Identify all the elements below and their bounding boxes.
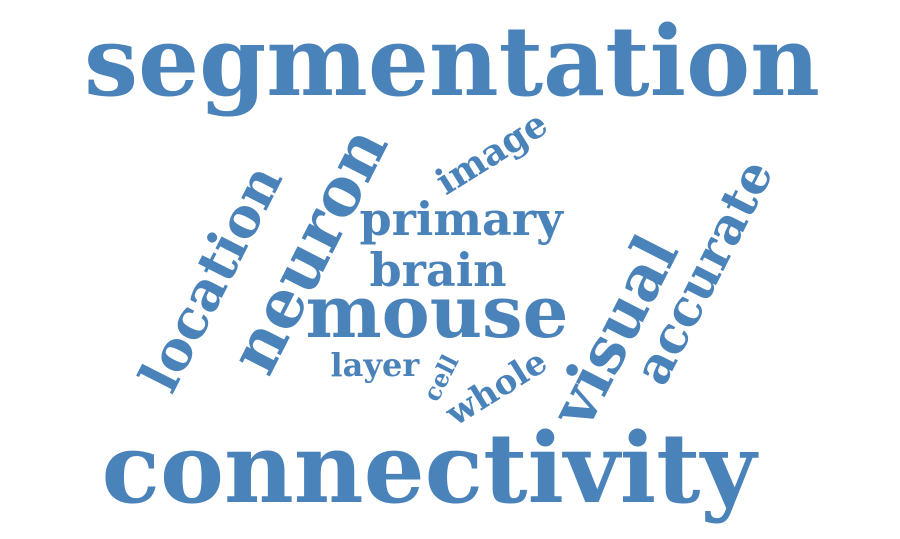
word-image: image (427, 102, 555, 204)
word-layer: layer (330, 346, 420, 384)
word-primary: primary (359, 192, 563, 246)
word-brain: brain (369, 243, 507, 297)
word-segmentation: segmentation (84, 5, 820, 118)
word-mouse: mouse (305, 269, 569, 354)
word-connectivity: connectivity (101, 412, 757, 525)
